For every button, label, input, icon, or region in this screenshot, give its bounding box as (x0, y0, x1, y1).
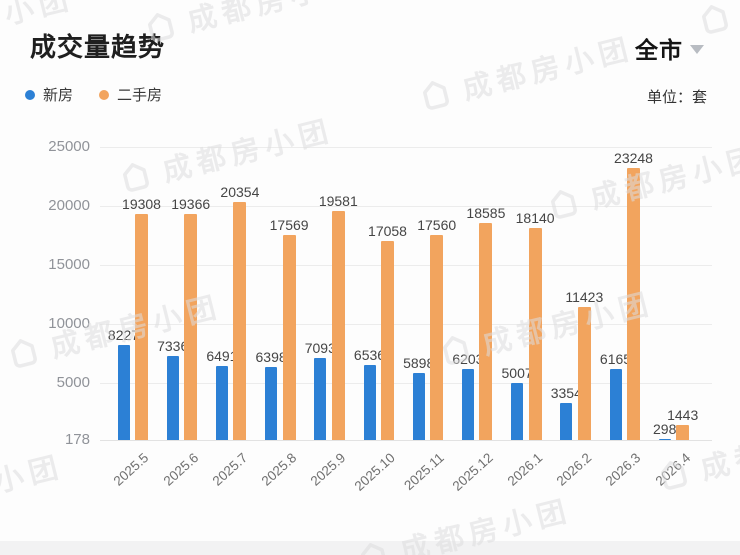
legend: 新房 二手房 (25, 84, 162, 105)
chevron-down-icon (690, 45, 704, 54)
x-axis-tick-label: 2026.1 (504, 450, 546, 489)
bar-new-home[interactable] (166, 355, 179, 440)
bar-new-home[interactable] (511, 383, 524, 440)
bar-new-home[interactable] (314, 358, 327, 440)
bar-new-home[interactable] (560, 402, 573, 440)
value-label: 7093 (304, 340, 336, 357)
legend-dot-new-home (25, 89, 35, 100)
gridline (100, 206, 712, 208)
bar-new-home[interactable] (412, 372, 425, 440)
bar-second-hand[interactable] (184, 213, 198, 440)
x-axis-tick-label: 2026.2 (553, 450, 595, 489)
gridline (100, 383, 712, 385)
bar-new-home[interactable] (363, 364, 376, 440)
bar-second-hand[interactable] (430, 234, 444, 440)
gridline (100, 147, 712, 149)
bar-second-hand[interactable] (282, 234, 296, 440)
y-axis-tick-label: 15000 (48, 256, 90, 274)
bar-new-home[interactable] (215, 365, 228, 440)
value-label: 20354 (220, 183, 260, 200)
bar-second-hand[interactable] (479, 222, 493, 440)
x-axis-tick-label: 2025.10 (351, 450, 398, 494)
legend-label-second-hand: 二手房 (117, 87, 163, 104)
x-axis-tick-label: 2025.8 (258, 450, 300, 489)
y-axis-tick-label: 10000 (48, 315, 90, 333)
y-axis-tick-label: 25000 (48, 138, 90, 156)
value-label: 5898 (403, 354, 435, 371)
x-axis-tick-label: 2025.9 (307, 450, 349, 489)
value-label: 19366 (171, 195, 211, 212)
value-label: 5007 (501, 365, 533, 382)
bar-second-hand[interactable] (676, 425, 690, 440)
value-label: 17560 (417, 216, 457, 233)
value-label: 17569 (269, 216, 309, 233)
bottom-strip (0, 541, 740, 555)
value-label: 6491 (206, 347, 238, 364)
value-label: 19308 (122, 196, 161, 213)
gridline (100, 440, 712, 441)
bar-second-hand[interactable] (331, 211, 345, 440)
bar-new-home[interactable] (265, 366, 278, 440)
x-axis-tick-label: 2025.11 (401, 450, 447, 494)
y-axis-tick-label: 5000 (56, 374, 90, 392)
value-label: 18140 (515, 210, 555, 227)
bar-new-home[interactable] (117, 345, 130, 440)
bar-second-hand[interactable] (577, 307, 591, 440)
value-label: 6536 (353, 346, 386, 363)
region-selector[interactable]: 全市 (635, 31, 704, 65)
value-label: 7336 (157, 337, 189, 354)
value-label: 11423 (565, 289, 604, 306)
value-label: 8227 (107, 327, 140, 344)
legend-dot-second-hand (99, 89, 110, 100)
bar-second-hand[interactable] (381, 240, 394, 440)
region-selector-label: 全市 (635, 37, 683, 63)
value-label: 1443 (667, 407, 699, 424)
value-label: 6165 (599, 351, 632, 368)
x-axis-tick-label: 2026.3 (603, 450, 644, 489)
gridline (100, 265, 712, 267)
x-axis-tick-label: 2025.5 (111, 450, 152, 489)
bar-second-hand[interactable] (528, 228, 542, 440)
bar-new-home[interactable] (658, 438, 671, 440)
x-axis-tick-label: 2025.6 (160, 450, 201, 489)
bar-second-hand[interactable] (627, 167, 640, 440)
bar-second-hand[interactable] (233, 201, 247, 440)
gridline (100, 324, 712, 326)
legend-label-new-home: 新房 (43, 87, 74, 104)
value-label: 17058 (368, 222, 407, 239)
value-label: 23248 (614, 149, 653, 166)
y-axis-tick-label: 20000 (48, 197, 90, 215)
unit-label: 单位：套 (646, 89, 707, 106)
legend-item-new-home[interactable]: 新房 (25, 84, 73, 105)
x-axis-tick-label: 2025.7 (209, 450, 251, 489)
value-label: 18585 (466, 204, 506, 221)
x-axis-tick-label: 2025.12 (449, 450, 497, 494)
bar-second-hand[interactable] (135, 214, 148, 440)
y-axis-tick-label: 178 (64, 431, 90, 448)
bar-new-home[interactable] (461, 368, 474, 440)
page-title: 成交量趋势 (30, 32, 166, 62)
value-label: 19581 (318, 193, 358, 210)
x-axis-tick-label: 2026.4 (652, 450, 693, 489)
value-label: 6398 (255, 348, 287, 365)
legend-item-second-hand[interactable]: 二手房 (99, 84, 162, 105)
bar-new-home[interactable] (609, 369, 622, 440)
value-label: 3354 (550, 384, 582, 401)
value-label: 298 (653, 420, 677, 437)
